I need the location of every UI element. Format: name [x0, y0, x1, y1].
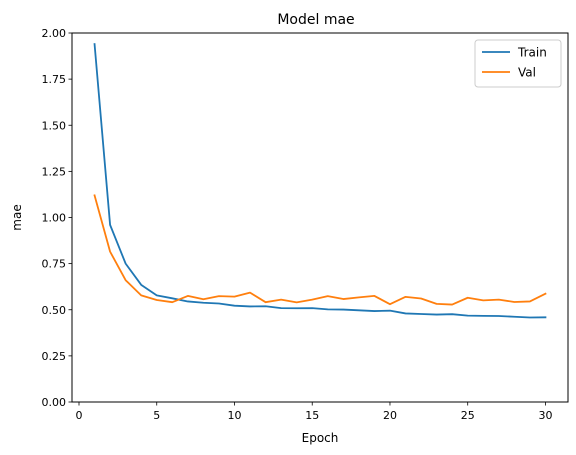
series-line-val	[93, 194, 547, 306]
y-tick-label: 1.75	[42, 73, 67, 86]
y-tick-label: 2.00	[42, 27, 67, 40]
legend-label-train: Train	[517, 46, 547, 60]
x-tick-label: 15	[305, 409, 319, 422]
y-tick-label: 0.50	[42, 304, 67, 317]
y-tick-label: 1.50	[42, 119, 67, 132]
x-axis-label: Epoch	[302, 431, 339, 445]
y-axis-ticks: 0.00 0.25 0.50 0.75 1.00 1.25 1.50 1.75 2.00	[42, 27, 72, 409]
x-tick-label: 30	[538, 409, 552, 422]
chart-title: Model mae	[277, 12, 354, 28]
y-axis-label: mae	[10, 204, 24, 230]
x-tick-label: 20	[383, 409, 397, 422]
y-tick-label: 0.25	[42, 350, 67, 363]
y-tick-label: 0.75	[42, 258, 67, 271]
y-tick-label: 0.00	[42, 396, 67, 409]
series-layer	[93, 43, 547, 319]
y-tick-label: 1.00	[42, 212, 67, 225]
x-tick-label: 10	[227, 409, 241, 422]
x-tick-label: 0	[75, 409, 82, 422]
legend: Train Val	[474, 39, 562, 88]
series-line-train	[93, 43, 547, 319]
legend-label-val: Val	[518, 66, 536, 80]
x-axis-ticks: 0 5 10 15 20 25 30	[75, 402, 552, 422]
x-tick-label: 5	[153, 409, 160, 422]
y-tick-label: 1.25	[42, 165, 67, 178]
plot-frame	[71, 32, 569, 403]
x-tick-label: 25	[461, 409, 475, 422]
